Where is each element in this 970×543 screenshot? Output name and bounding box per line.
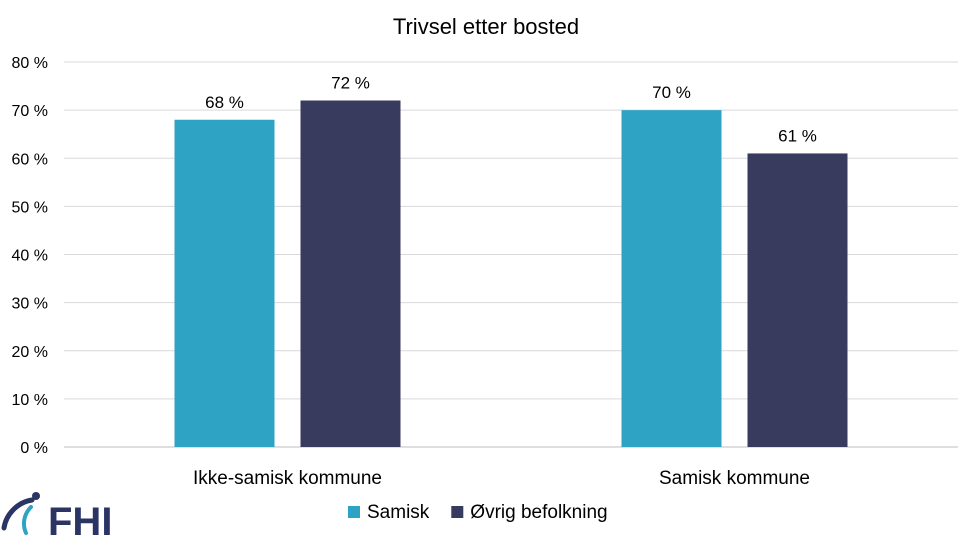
- y-tick-label: 50 %: [12, 199, 48, 216]
- bar: [300, 100, 401, 447]
- x-category-label: Samisk kommune: [659, 468, 810, 489]
- y-tick-label: 70 %: [12, 103, 48, 120]
- y-tick-label: 0 %: [20, 440, 48, 457]
- y-tick-label: 20 %: [12, 344, 48, 361]
- x-category-label: Ikke-samisk kommune: [193, 468, 382, 489]
- y-tick-label: 30 %: [12, 296, 48, 313]
- data-label: 72 %: [331, 74, 370, 93]
- data-label: 68 %: [205, 93, 244, 112]
- chart-title: Trivsel etter bosted: [393, 14, 579, 39]
- y-axis-ticks: 0 % 10 % 20 % 30 % 40 % 50 % 60 % 70 % 80 %: [12, 55, 48, 457]
- bars: [174, 100, 848, 447]
- fhi-logo-text: FHI: [48, 500, 112, 543]
- legend-label: Samisk: [367, 502, 430, 523]
- y-tick-label: 80 %: [12, 55, 48, 72]
- data-label: 61 %: [778, 126, 817, 145]
- data-label: 70 %: [652, 83, 691, 102]
- x-axis-categories: Ikke-samisk kommune Samisk kommune: [193, 468, 810, 489]
- data-labels: 68 % 72 % 70 % 61 %: [205, 74, 817, 146]
- bar: [174, 119, 275, 447]
- y-tick-label: 10 %: [12, 392, 48, 409]
- legend-swatch: [348, 506, 360, 518]
- bar: [621, 110, 722, 447]
- legend-swatch: [451, 506, 464, 518]
- legend-label: Øvrig befolkning: [470, 502, 607, 523]
- fhi-logo: FHI: [1, 492, 112, 543]
- fhi-logo-mark-icon: [1, 492, 40, 535]
- y-tick-label: 60 %: [12, 151, 48, 168]
- legend: Samisk Øvrig befolkning: [348, 502, 608, 523]
- y-tick-label: 40 %: [12, 248, 48, 265]
- bar: [747, 153, 848, 447]
